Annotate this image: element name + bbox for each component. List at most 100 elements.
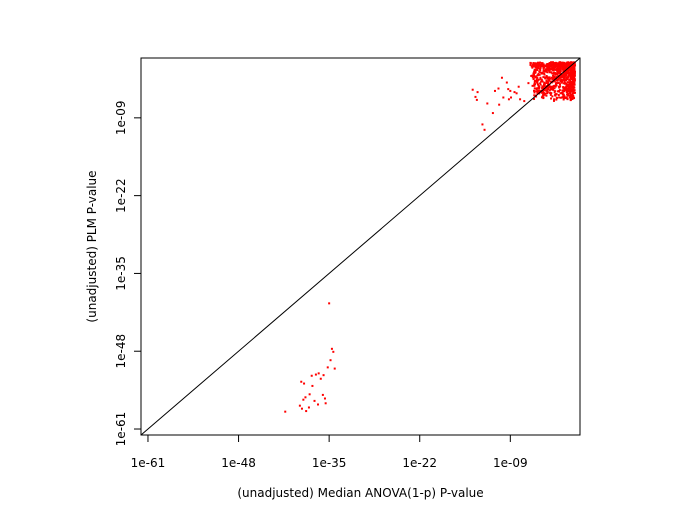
data-point: [559, 83, 562, 86]
data-point: [547, 82, 550, 85]
data-point: [548, 66, 551, 69]
data-point: [567, 93, 570, 96]
data-point: [550, 76, 553, 79]
data-point: [537, 90, 540, 93]
data-point: [565, 72, 568, 75]
data-point: [554, 94, 557, 97]
data-point: [284, 410, 287, 413]
data-point: [542, 97, 545, 100]
data-point: [540, 71, 543, 74]
data-point: [557, 68, 560, 71]
data-point: [557, 74, 560, 77]
data-point: [565, 74, 568, 77]
data-point: [321, 393, 324, 396]
data-point: [561, 65, 564, 68]
data-point: [537, 84, 540, 87]
data-point: [565, 76, 568, 79]
data-point: [548, 71, 551, 74]
data-point: [533, 68, 536, 71]
data-point: [563, 90, 566, 93]
data-point: [553, 68, 556, 71]
data-point: [572, 91, 575, 94]
data-point: [550, 61, 553, 64]
data-point: [541, 91, 544, 94]
data-point: [328, 302, 331, 305]
data-point: [571, 79, 574, 82]
data-point: [493, 89, 496, 92]
data-point: [561, 76, 564, 79]
data-point: [566, 81, 569, 84]
data-point: [561, 79, 564, 82]
data-point: [563, 81, 566, 84]
data-point: [534, 76, 537, 79]
y-axis: 1e-61 1e-48 1e-35 1e-22 1e-09: [114, 101, 141, 446]
data-point: [562, 93, 565, 96]
data-point: [565, 64, 568, 67]
data-point: [553, 84, 556, 87]
data-point: [532, 72, 535, 75]
data-point: [316, 403, 319, 406]
data-point: [564, 86, 567, 89]
data-point: [546, 71, 549, 74]
data-point: [568, 63, 571, 66]
data-point: [531, 66, 534, 69]
data-point: [533, 79, 536, 82]
y-tick-label: 1e-22: [114, 178, 128, 213]
data-point: [332, 350, 335, 353]
data-point: [560, 78, 563, 81]
data-point: [555, 76, 558, 79]
data-point: [557, 85, 560, 88]
data-point: [553, 98, 556, 101]
data-point: [571, 65, 574, 68]
data-point: [566, 66, 569, 69]
data-point: [565, 83, 568, 86]
data-point: [553, 80, 556, 83]
data-point: [555, 97, 558, 100]
identity-reference-line: [140, 57, 581, 436]
data-point: [541, 85, 544, 88]
data-point: [558, 68, 561, 71]
data-point: [565, 73, 568, 76]
data-point: [568, 72, 571, 75]
data-point: [483, 128, 486, 131]
data-point: [572, 74, 575, 77]
x-tick-label: 1e-48: [221, 456, 256, 470]
data-point: [537, 65, 540, 68]
data-point: [546, 65, 549, 68]
data-point: [553, 87, 556, 90]
x-tick-label: 1e-22: [402, 456, 437, 470]
data-point: [543, 69, 546, 72]
data-point: [567, 74, 570, 77]
data-point: [566, 87, 569, 90]
data-point: [569, 63, 572, 66]
data-point: [560, 80, 563, 83]
data-point: [547, 69, 550, 72]
data-point: [555, 77, 558, 80]
data-point: [550, 67, 553, 70]
data-point: [565, 82, 568, 85]
data-point: [534, 63, 537, 66]
data-point: [559, 92, 562, 95]
data-point: [560, 96, 563, 99]
y-tick-label: 1e-09: [114, 101, 128, 136]
data-point: [554, 85, 557, 88]
data-point: [552, 86, 555, 89]
data-point: [559, 72, 562, 75]
data-point: [298, 404, 301, 407]
data-point: [566, 94, 569, 97]
data-point: [486, 102, 489, 105]
data-point: [556, 82, 559, 85]
data-point: [556, 72, 559, 75]
data-point: [565, 88, 568, 91]
data-point: [557, 81, 560, 84]
data-point: [554, 93, 557, 96]
data-point: [554, 82, 557, 85]
data-point: [554, 77, 557, 80]
plot-frame: [140, 57, 581, 436]
data-point: [552, 62, 555, 65]
data-point: [572, 66, 575, 69]
data-point: [566, 78, 569, 81]
data-point: [570, 81, 573, 84]
data-point: [566, 63, 569, 66]
